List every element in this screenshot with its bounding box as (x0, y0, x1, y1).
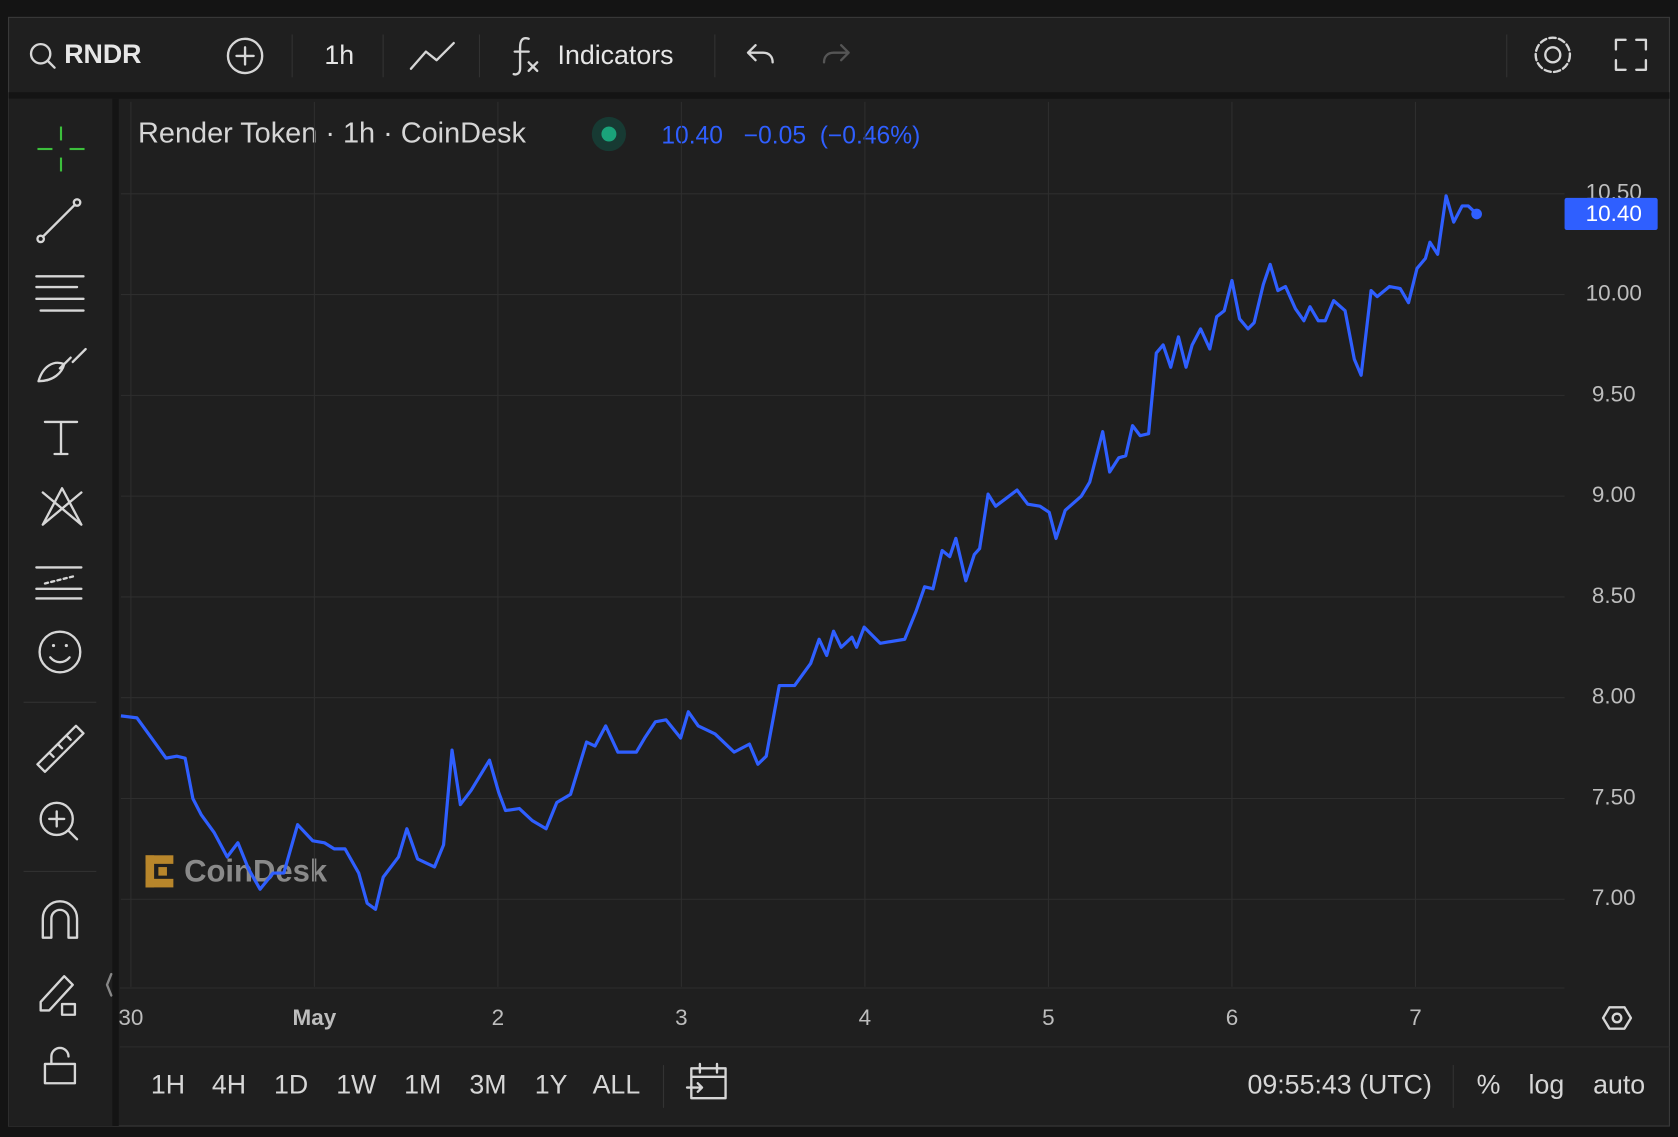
crosshair[interactable] (37, 126, 85, 172)
log-toggle[interactable]: log (1529, 1070, 1565, 1100)
settings[interactable] (1534, 36, 1572, 74)
y-tick-label: 9.00 (1592, 482, 1636, 507)
x-tick-label: May (293, 1005, 337, 1030)
axis-settings[interactable] (1601, 1006, 1633, 1030)
price-line (120, 194, 1478, 911)
prediction[interactable] (35, 566, 83, 600)
go-to-date[interactable] (685, 1062, 727, 1100)
trend-line[interactable] (36, 198, 82, 244)
price-badge-label: 10.40 (1586, 201, 1642, 226)
indicators[interactable]: Indicators (558, 40, 674, 70)
x-tick-label: 4 (859, 1005, 872, 1030)
x-tick-label: 30 (118, 1005, 143, 1030)
y-tick-label: 9.50 (1592, 381, 1636, 406)
indicators-button[interactable]: Indicators (512, 37, 674, 76)
magnet[interactable] (41, 900, 79, 939)
emoji[interactable] (38, 630, 82, 674)
collapse[interactable] (105, 972, 113, 997)
change: −0.05 (744, 123, 806, 150)
symbol-search[interactable]: RNDR (29, 39, 141, 69)
status-dot (601, 126, 617, 142)
ruler[interactable] (36, 724, 85, 774)
frame (8, 16, 1670, 1127)
redo[interactable] (822, 44, 850, 64)
fullscreen[interactable] (1614, 38, 1648, 71)
add-symbol[interactable] (226, 37, 264, 75)
range-button[interactable]: 1D (274, 1070, 308, 1100)
watermark-logo (145, 855, 174, 888)
y-tick-label: 7.50 (1592, 784, 1636, 809)
x-tick-label: 6 (1226, 1005, 1239, 1030)
left-toolbar (8, 98, 113, 1127)
x-tick-label: 3 (675, 1005, 687, 1030)
y-tick-label: 10.00 (1586, 281, 1642, 306)
x-tick-label: 5 (1042, 1005, 1055, 1030)
lock-drawings[interactable] (39, 975, 77, 1016)
range-button[interactable]: 4H (212, 1070, 246, 1100)
symbol[interactable]: RNDR (64, 39, 141, 69)
text-tool[interactable] (43, 420, 79, 456)
chart-title: Render Token · 1h · CoinDesk (138, 118, 526, 150)
range-button[interactable]: 1W (336, 1070, 377, 1100)
last-point (1471, 208, 1482, 220)
y-tick-label: 8.50 (1592, 583, 1636, 608)
range-buttons: 1H 4H 1D 1W 1M 3M 1Y ALL (151, 1070, 640, 1100)
change-percent: (−0.46%) (820, 123, 921, 150)
y-tick-label: 8.00 (1592, 684, 1636, 709)
y-tick-label: 7.00 (1592, 885, 1636, 910)
range-button[interactable]: 1H (151, 1070, 185, 1100)
range-button[interactable]: 3M (469, 1070, 506, 1100)
last-price: 10.40 (661, 123, 723, 150)
range-button[interactable]: 1Y (535, 1070, 568, 1100)
undo[interactable] (746, 44, 774, 64)
chart-type[interactable] (409, 41, 455, 70)
unlock[interactable] (43, 1046, 77, 1085)
interval[interactable]: 1h (324, 40, 354, 70)
percent-toggle[interactable]: % (1477, 1070, 1501, 1100)
range-button[interactable]: 1M (404, 1070, 441, 1100)
x-tick-label: 7 (1409, 1005, 1422, 1030)
zoom[interactable] (39, 801, 79, 841)
brush[interactable] (37, 347, 87, 383)
pattern[interactable] (41, 487, 83, 526)
fib[interactable] (35, 275, 85, 312)
price-badge (1564, 197, 1658, 231)
auto-toggle[interactable]: auto (1593, 1070, 1645, 1100)
x-tick-label: 2 (492, 1005, 505, 1030)
range-button[interactable]: ALL (593, 1070, 641, 1100)
clock: 09:55:43 (UTC) (1248, 1070, 1432, 1100)
